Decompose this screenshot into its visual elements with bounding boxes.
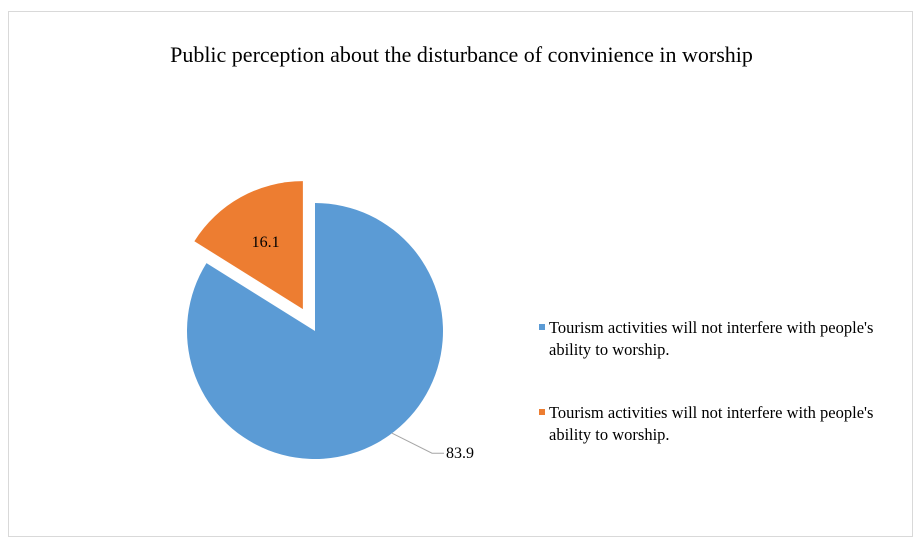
pie-slice-2 <box>194 181 303 310</box>
data-label-1: 83.9 <box>446 445 474 462</box>
chart-title: Public perception about the disturbance … <box>170 42 753 67</box>
data-label-2: 16.1 <box>252 234 280 251</box>
legend: Tourism activities will not interfere wi… <box>539 317 909 487</box>
chart-frame: Public perception about the disturbance … <box>8 11 913 537</box>
legend-label-1: Tourism activities will not interfere wi… <box>549 318 874 359</box>
pie-slice-1 <box>187 203 443 460</box>
leader-line-1 <box>391 432 445 454</box>
legend-item-2: Tourism activities will not interfere wi… <box>539 402 909 446</box>
legend-swatch-1 <box>539 324 545 330</box>
legend-item-1: Tourism activities will not interfere wi… <box>539 317 909 361</box>
legend-label-2: Tourism activities will not interfere wi… <box>549 403 874 444</box>
pie-plot: 83.9 16.1 <box>187 181 474 462</box>
legend-swatch-2 <box>539 409 545 415</box>
